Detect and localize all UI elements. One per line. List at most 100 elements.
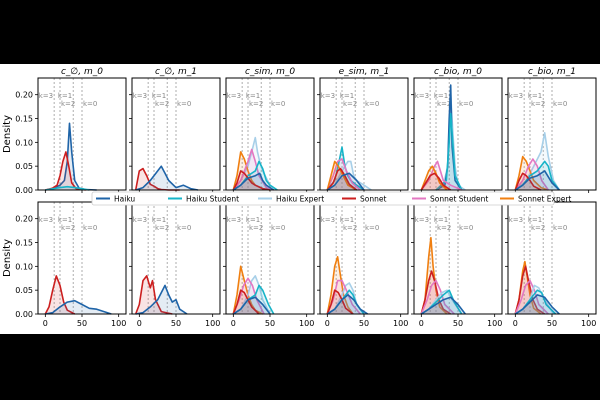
series-line [514,158,549,191]
series-fill [515,294,560,314]
legend-frame [91,191,555,206]
panel-1-1: k=3 k=2k=1 k=0 0 50 100 [129,201,221,328]
k-line-label: k=0 [83,100,97,108]
series-fill [45,300,112,314]
k-line-label: k=1 [340,216,354,224]
series-fill [135,285,187,314]
x-tick-label: 100 [393,319,408,328]
x-tick-label: 100 [581,319,596,328]
legend-label: Sonnet Student [430,195,488,204]
series-fill [515,156,549,190]
k-line-label: k=3 [415,92,429,100]
legend-label: Haiku Expert [276,195,324,204]
k-line-label: k=1 [246,216,260,224]
panel-1-2: k=3 k=2k=1 k=0 0 50 100 [223,201,315,328]
panel-0-1: k=3 k=2k=1 k=0 c_∅, m_1 [129,67,221,193]
series-line [420,270,452,315]
y-tick-label: 0.15 [15,115,33,124]
panel-0-4: k=3 k=2k=1 k=0 c_bio, m_0 [411,67,503,193]
k-line-label: k=1 [246,92,260,100]
y-tick-label: 0.00 [15,310,33,319]
k-line-label: k=2 [343,224,357,232]
k-line-label: k=1 [434,216,448,224]
series-line [514,172,542,191]
series-line [514,265,546,315]
legend-label: Haiku Student [186,195,239,204]
series-line [45,185,90,191]
k-line-label: k=0 [553,224,567,232]
y-tick-label: 0.10 [15,138,33,147]
panel-0-5: k=3 k=2k=1 k=0 c_bio, m_1 [505,67,597,193]
k-line-label: k=1 [434,92,448,100]
series-line [232,296,271,315]
x-tick-label: 50 [547,319,557,328]
series-line [420,296,466,315]
series-line [135,165,199,191]
k-line-label: k=3 [39,92,53,100]
series-line [420,165,448,191]
k-line-label: k=3 [321,92,335,100]
panel-0-0: k=3 k=2k=1 k=0 0.00 0.05 0.10 0.15 0.20 c_∅, m_0 [15,67,127,195]
panel-title: c_bio, m_1 [528,67,576,77]
density-chart-grid: k=3k=2k=1k=00.000.050.100.150.20c_∅, m_0… [2,67,597,328]
series-line [45,299,112,315]
k-line-label: k=2 [61,100,75,108]
k-line-label: k=3 [133,92,147,100]
series-fill [233,170,270,190]
x-tick-label: 50 [453,319,463,328]
k-line-label: k=1 [152,92,166,100]
k-line-label: k=2 [155,224,169,232]
series-line [514,170,560,191]
panel-1-3: k=3 k=2k=1 k=0 0 50 100 [317,201,409,328]
k-line-label: k=2 [343,100,357,108]
panel-title: e_sim, m_1 [339,67,390,77]
series-line [326,256,354,315]
panel-1-4: k=3 k=2k=1 k=0 0 50 100 [411,201,503,328]
series-fill [436,94,466,190]
series-fill [233,275,270,314]
k-line-label: k=2 [155,100,169,108]
series-fill [327,294,368,314]
series-line [420,279,455,315]
y-axis-label: Density [2,115,13,153]
series-fill [233,297,270,314]
legend-label: Sonnet [360,195,386,204]
panel-title: c_sim, m_0 [245,67,295,77]
series-line [326,167,358,191]
k-line-label: k=1 [528,216,542,224]
panel-1-5: k=3 k=2k=1 k=0 0 50 100 [505,201,597,328]
panel-0-2: k=3 k=2k=1 k=0 c_sim, m_0 [223,67,315,193]
k-line-label: k=1 [58,92,72,100]
k-line-label: k=0 [365,224,379,232]
k-line-label: k=0 [177,100,191,108]
k-line-label: k=2 [61,224,75,232]
series-line [232,148,274,191]
series-line [45,151,86,191]
series-line [135,284,188,315]
y-tick-label: 0.05 [15,162,33,171]
series-fill [45,186,90,190]
panel-title: c_∅, m_0 [61,67,103,77]
k-line-label: k=0 [177,224,191,232]
figure: k=3 k=2 k=1 k=0 0.00 0.05 0.10 0.15 0.20 c_∅, m_0… [0,64,600,334]
k-line-label: k=1 [58,216,72,224]
panel-title: c_∅, m_1 [155,67,197,77]
y-tick-label: 0.10 [15,262,33,271]
legend: Haiku Haiku Student Haiku Expert Sonnet Sonn… [91,191,571,206]
x-tick-label: 100 [205,319,220,328]
panel-title: c_bio, m_0 [434,67,482,77]
series-line [514,279,549,315]
series-line [134,275,173,315]
series-fill [45,151,86,190]
panel-0-3: k=3 k=2k=1 k=0 e_sim, m_1 [317,67,409,193]
series-line [232,172,275,191]
series-fill [233,173,274,190]
k-line-label: k=3 [39,216,53,224]
series-fill [45,275,75,314]
series-fill [233,149,274,190]
x-tick-label: 0 [137,319,142,328]
series-line [435,112,463,191]
x-tick-label: 100 [111,319,126,328]
k-line-label: k=3 [509,92,523,100]
k-line-label: k=1 [340,92,354,100]
